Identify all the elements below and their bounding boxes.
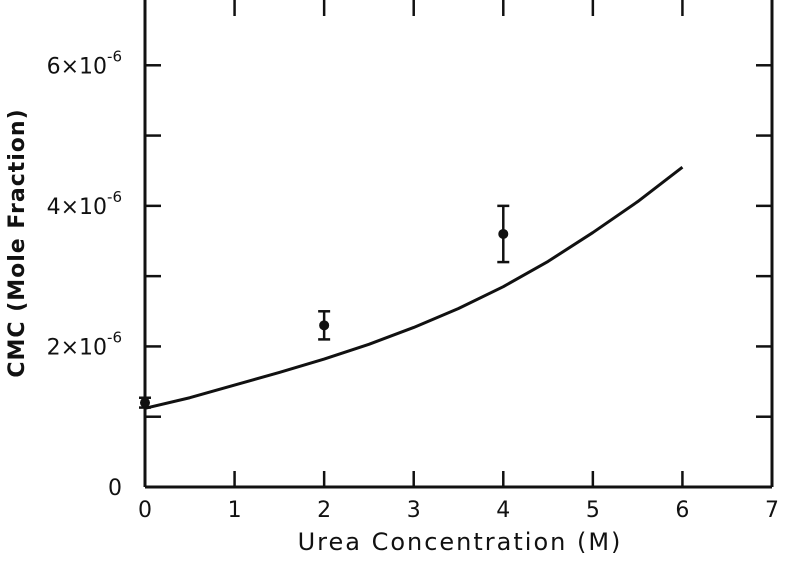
data-point-1	[319, 320, 330, 331]
x-tick-label-5: 5	[586, 498, 600, 523]
x-tick-label-7: 7	[765, 498, 779, 523]
x-tick-label-1: 1	[228, 498, 242, 523]
x-tick-label-0: 0	[138, 498, 152, 523]
axis-ticks	[143, 0, 774, 489]
x-tick-label-6: 6	[675, 498, 689, 523]
y-tick-label-0: 0	[108, 476, 122, 501]
fitted-curve	[144, 166, 684, 410]
tick-labels: 0 1 2 3 4 5 6 7 0 2×10-6 4×10-6 6×10-6	[47, 47, 779, 523]
data-point-0	[140, 397, 150, 408]
x-axis-title: Urea Concentration (M)	[298, 528, 623, 556]
y-tick-label-0.000002: 2×10-6	[47, 328, 122, 360]
x-tick-label-4: 4	[496, 498, 510, 523]
y-tick-label-0.000006: 6×10-6	[47, 47, 122, 79]
x-tick-label-3: 3	[407, 498, 421, 523]
data-point-2	[498, 228, 509, 239]
curve-layer	[144, 166, 684, 410]
plot-frame	[143, 0, 774, 489]
y-tick-label-0.000004: 4×10-6	[47, 188, 122, 220]
y-axis-title: CMC (Mole Fraction)	[5, 108, 30, 377]
data-points-layer	[139, 204, 510, 409]
x-tick-label-2: 2	[317, 498, 331, 523]
